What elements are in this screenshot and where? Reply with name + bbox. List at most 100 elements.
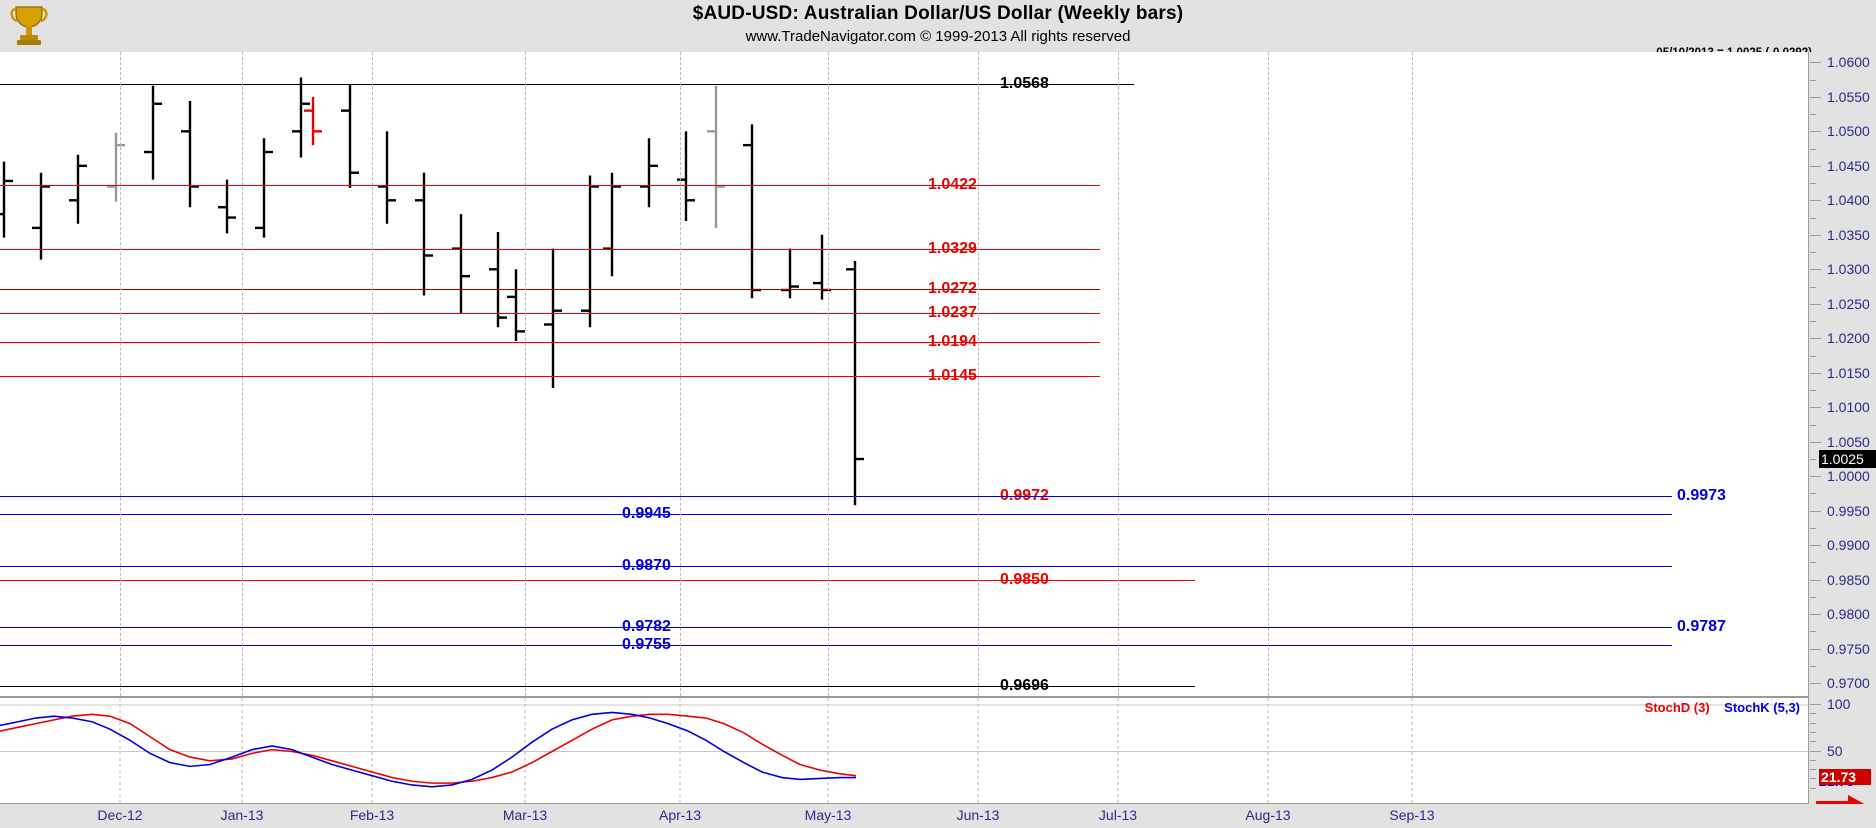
stochastic-axis-minor-tick xyxy=(1810,722,1816,724)
price-axis-tick xyxy=(1810,648,1821,650)
price-axis-label: 0.9800 xyxy=(1827,606,1870,623)
price-axis-label: 1.0400 xyxy=(1827,192,1870,209)
ohlc-bar xyxy=(304,96,322,146)
price-axis-tick xyxy=(1810,269,1821,271)
price-level-line xyxy=(0,288,1100,290)
ohlc-bar xyxy=(544,248,562,388)
ohlc-bar xyxy=(581,175,599,328)
price-axis-tick xyxy=(1810,614,1821,616)
price-axis-tick xyxy=(1810,338,1821,340)
price-axis-minor-tick xyxy=(1810,596,1816,598)
price-axis-minor-tick xyxy=(1810,459,1816,460)
price-axis[interactable]: 1.0600 1.0550 1.0500 1.0450 1.0400 1.0350 1.03… xyxy=(1808,52,1876,804)
ohlc-bar xyxy=(218,179,236,234)
vertical-gridline xyxy=(242,52,243,696)
price-axis-tick xyxy=(1810,372,1821,374)
ohlc-bar xyxy=(677,131,695,222)
price-series-svg xyxy=(0,77,864,506)
price-axis-minor-tick xyxy=(1810,493,1816,495)
vertical-gridline xyxy=(1118,52,1119,696)
price-level-label: 1.0194 xyxy=(928,333,977,351)
ohlc-bar xyxy=(341,84,359,188)
stochastic-series-svg xyxy=(0,698,1808,805)
date-axis-label: Aug-13 xyxy=(1245,807,1291,823)
price-axis-tick xyxy=(1810,683,1821,685)
price-level-line xyxy=(0,565,1672,567)
price-level-line xyxy=(0,376,1100,378)
price-axis-minor-tick xyxy=(1810,631,1816,633)
price-axis-label: 0.9950 xyxy=(1827,502,1870,519)
price-axis-minor-tick xyxy=(1810,79,1816,81)
stochastic-axis-minor-tick xyxy=(1810,713,1816,715)
price-axis-tick xyxy=(1810,200,1821,202)
ohlc-bar xyxy=(507,269,525,342)
chart-header: $AUD-USD: Australian Dollar/US Dollar (W… xyxy=(0,0,1876,52)
stochastic-panel[interactable]: StochD (3) StochK (5,3) xyxy=(0,697,1808,805)
price-level-label: 0.9972 xyxy=(1000,486,1049,504)
date-axis-label: Feb-13 xyxy=(349,807,395,823)
price-axis-tick xyxy=(1810,62,1821,64)
price-level-label: 0.9973 xyxy=(1677,486,1726,504)
stochastic-axis-tick xyxy=(1810,750,1821,752)
stochastic-axis-minor-tick xyxy=(1810,741,1816,743)
price-chart-plot[interactable]: 1.0568 1.0422 1.0329 1.0272 1.0237 1.0194 1.01… xyxy=(0,52,1808,740)
stochastic-axis-minor-tick xyxy=(1810,778,1816,780)
stochastic-axis-label: 100 xyxy=(1827,696,1851,712)
price-level-line xyxy=(0,185,1100,187)
price-axis-label: 0.9700 xyxy=(1827,675,1870,692)
ohlc-bar xyxy=(603,172,621,277)
price-level-label: 1.0272 xyxy=(928,279,977,297)
price-axis-minor-tick xyxy=(1810,665,1816,667)
vertical-gridline xyxy=(680,52,681,696)
price-level-label: 1.0422 xyxy=(928,176,977,194)
ohlc-bar xyxy=(640,138,658,208)
price-axis-label: 1.0000 xyxy=(1827,468,1870,485)
stochk-legend-label: StochK (5,3) xyxy=(1724,700,1800,715)
stochd-legend-label: StochD (3) xyxy=(1644,700,1710,715)
price-axis-minor-tick xyxy=(1810,321,1816,323)
price-axis-minor-tick xyxy=(1810,355,1816,357)
price-level-label: 1.0568 xyxy=(1000,75,1049,93)
vertical-gridline xyxy=(1412,52,1413,696)
price-axis-label: 1.0050 xyxy=(1827,433,1870,450)
price-level-line xyxy=(0,514,1672,516)
stochastic-line-k xyxy=(0,711,856,788)
price-axis-label: 1.0350 xyxy=(1827,226,1870,243)
vertical-gridline xyxy=(525,52,526,696)
price-axis-minor-tick xyxy=(1810,148,1816,150)
price-level-label: 0.9755 xyxy=(622,636,671,654)
price-level-line xyxy=(0,495,1672,497)
price-axis-label: 0.9850 xyxy=(1827,571,1870,588)
stochastic-axis-label: 50 xyxy=(1827,742,1843,759)
price-axis-tick xyxy=(1810,165,1821,167)
price-axis-tick xyxy=(1810,545,1821,547)
price-axis-minor-tick xyxy=(1810,114,1816,116)
date-axis-label: Dec-12 xyxy=(97,807,143,823)
price-level-label: 0.9945 xyxy=(622,505,671,523)
price-axis-tick xyxy=(1810,303,1821,305)
price-axis-tick xyxy=(1810,510,1821,512)
ohlc-bar xyxy=(69,154,87,224)
date-axis-label: Jul-13 xyxy=(1098,807,1138,823)
price-level-label: 0.9787 xyxy=(1677,617,1726,635)
price-level-line xyxy=(0,84,1134,86)
date-axis-label: May-13 xyxy=(804,807,852,823)
ohlc-bar xyxy=(743,124,761,299)
ohlc-bar xyxy=(144,85,162,180)
price-axis-minor-tick xyxy=(1810,527,1816,529)
date-axis[interactable]: Dec-12 Jan-13 Feb-13 Mar-13 Apr-13 May-13 Jun-… xyxy=(0,804,1876,828)
price-level-label: 1.0237 xyxy=(928,303,977,321)
vertical-gridline xyxy=(372,52,373,696)
ohlc-bar xyxy=(781,248,799,299)
stochd-value-tag: 21.73 xyxy=(1819,768,1871,785)
ohlc-bar xyxy=(415,172,433,296)
trophy-icon xyxy=(8,1,50,49)
price-level-line xyxy=(0,312,1100,314)
price-axis-tick xyxy=(1810,234,1821,236)
price-level-line xyxy=(0,645,1672,647)
ohlc-bar xyxy=(292,77,310,158)
price-axis-minor-tick xyxy=(1810,562,1816,564)
price-axis-tick xyxy=(1810,96,1821,98)
stochastic-legend: StochD (3) StochK (5,3) xyxy=(1645,700,1800,715)
ohlc-bar xyxy=(452,214,470,314)
